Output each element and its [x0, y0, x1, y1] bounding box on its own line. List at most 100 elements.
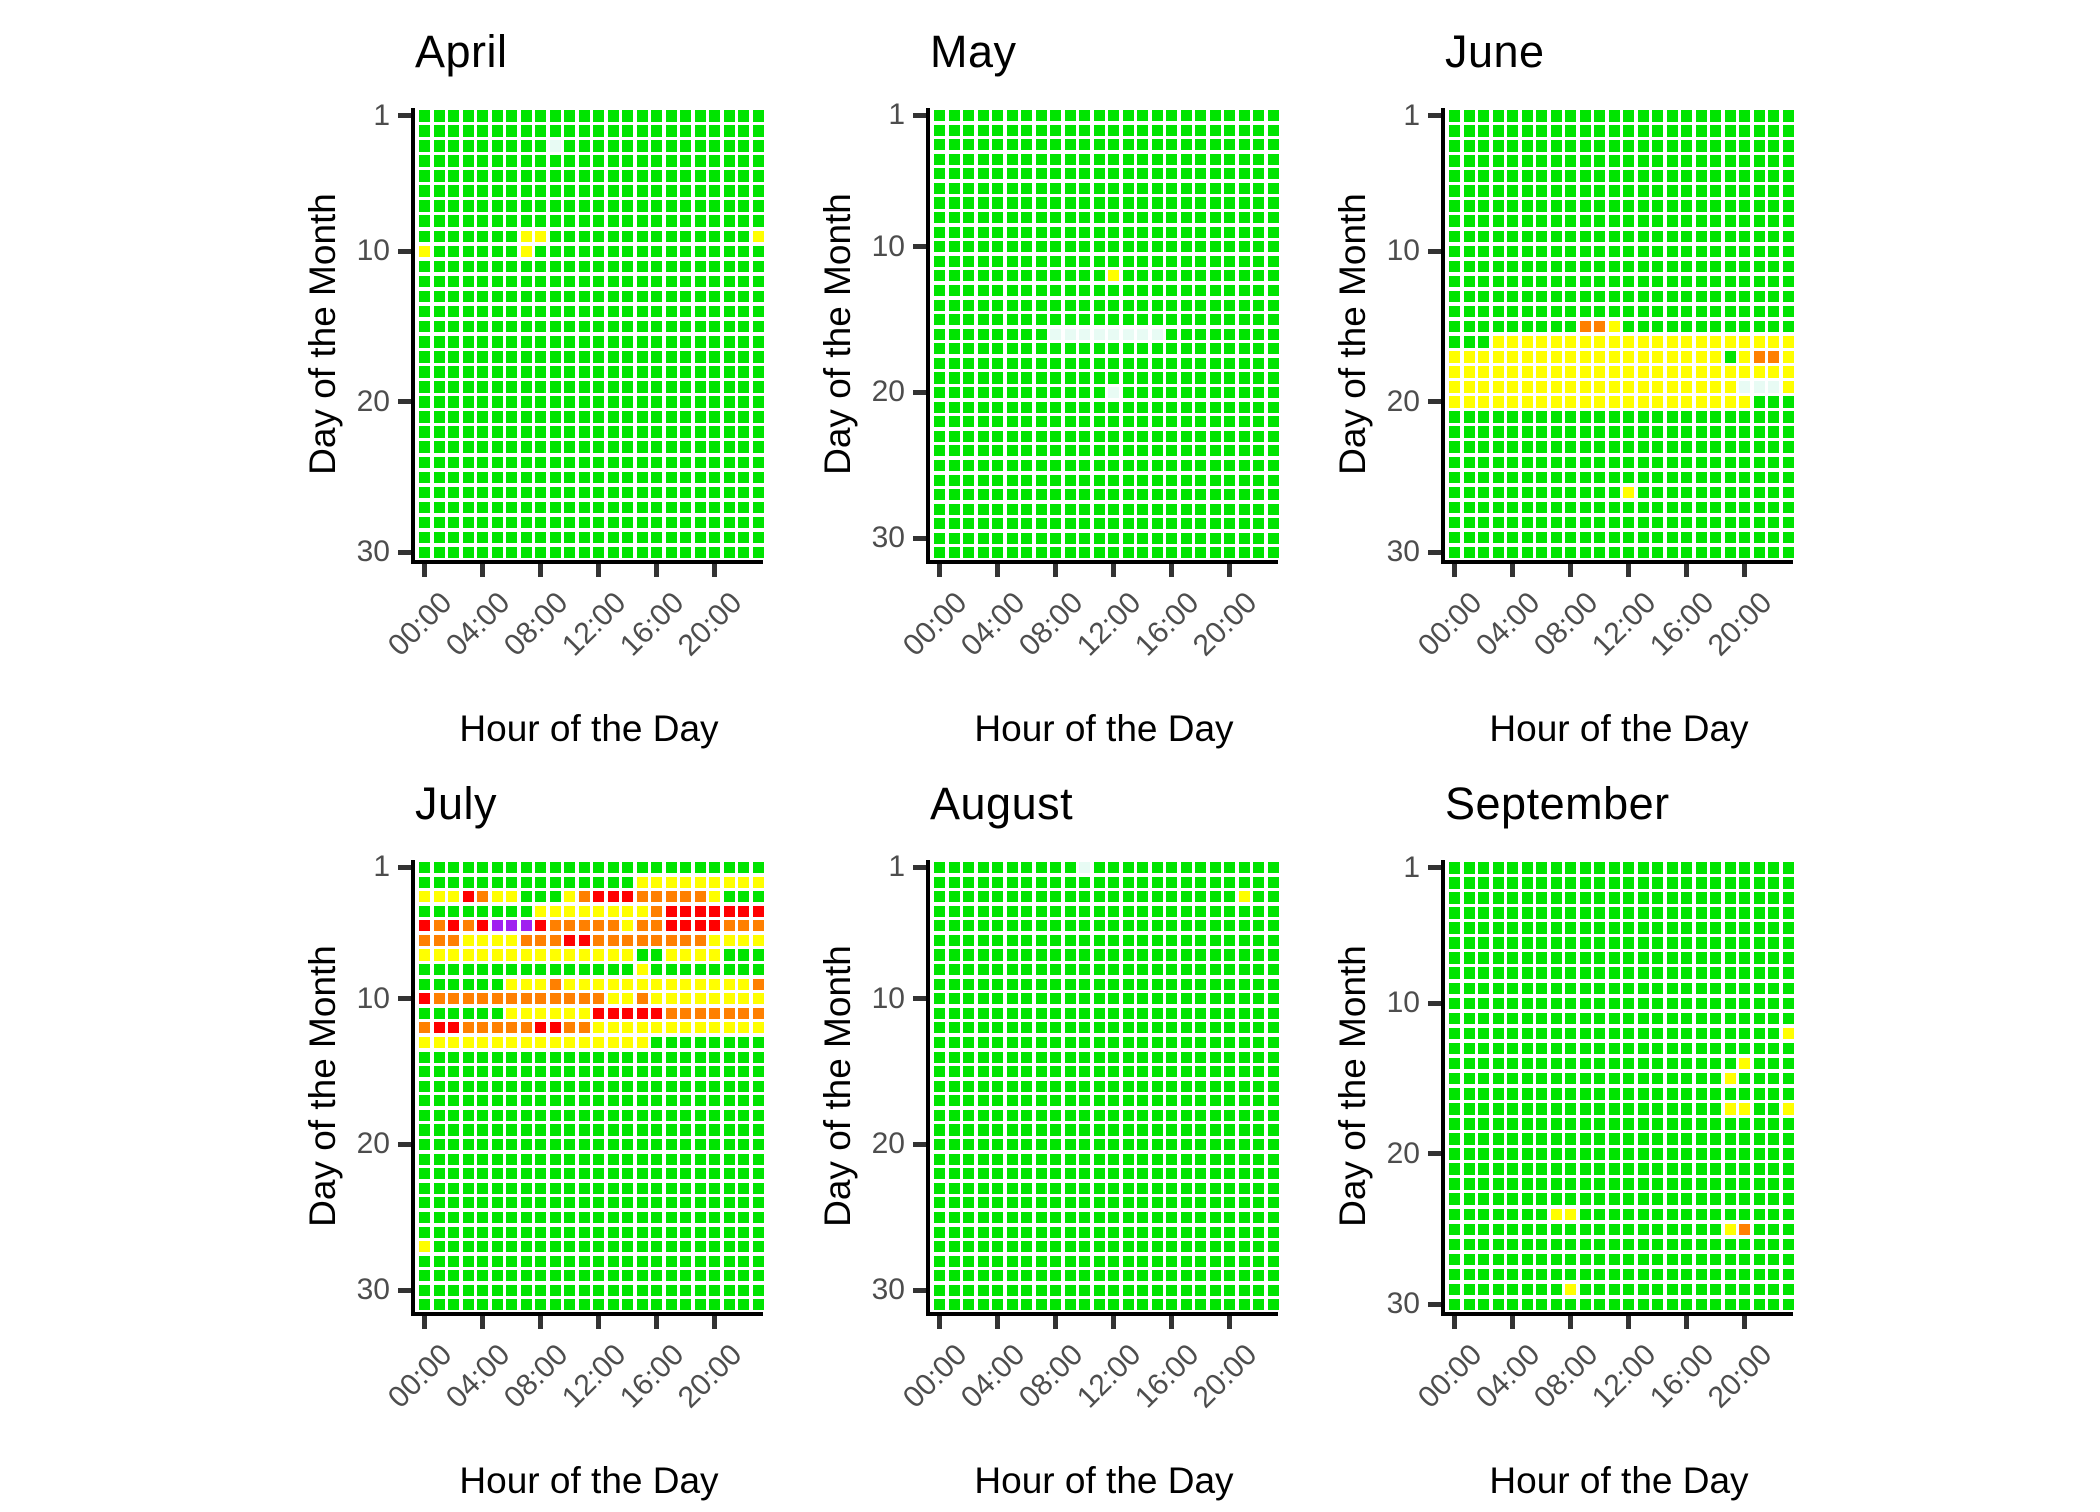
heatmap-cell — [593, 140, 604, 152]
heatmap-cell — [1579, 471, 1591, 484]
heatmap-cell — [1724, 1103, 1736, 1115]
heatmap-cell — [535, 1153, 546, 1165]
panel-title: April — [415, 26, 508, 77]
heatmap-cell — [477, 1095, 488, 1107]
heatmap-cell — [1209, 168, 1221, 180]
heatmap-cell — [977, 459, 989, 471]
heatmap-cell — [1623, 892, 1634, 904]
heatmap-cell — [1195, 124, 1206, 136]
heatmap-cell — [1035, 343, 1047, 355]
heatmap-cell — [1666, 290, 1678, 303]
heatmap-cell — [1180, 168, 1192, 180]
heatmap-cell — [477, 366, 488, 378]
heatmap-cell — [1521, 230, 1533, 243]
heatmap-cell — [1166, 212, 1177, 224]
heatmap-cell — [723, 441, 735, 454]
heatmap-cell — [1507, 1042, 1518, 1055]
heatmap-cell — [491, 245, 503, 258]
heatmap-cell — [1652, 1148, 1663, 1160]
heatmap-cell — [1652, 1283, 1663, 1296]
heatmap-cell — [977, 1109, 989, 1121]
heatmap-cell — [520, 1255, 532, 1267]
heatmap-cell — [433, 351, 445, 363]
heatmap-cell — [665, 949, 677, 961]
heatmap-cell — [1753, 396, 1765, 408]
heatmap-cell — [564, 456, 575, 469]
heatmap-cell — [578, 140, 590, 152]
heatmap-cell — [948, 241, 960, 253]
heatmap-cell — [738, 1051, 749, 1063]
heatmap-cell — [665, 155, 677, 167]
heatmap-cell — [963, 1051, 974, 1063]
heatmap-cell — [738, 1299, 749, 1311]
heatmap-cell — [1782, 1133, 1794, 1145]
heatmap-cell — [1093, 459, 1105, 471]
heatmap-cell — [1608, 170, 1620, 182]
heatmap-cell — [1224, 489, 1235, 501]
heatmap-cell — [709, 862, 720, 874]
heatmap-cell — [506, 200, 517, 212]
heatmap-cell — [477, 140, 488, 152]
heatmap-cell — [1695, 967, 1707, 980]
heatmap-cell — [1180, 1197, 1192, 1209]
heatmap-cell — [1507, 1268, 1518, 1281]
heatmap-cell — [1079, 1139, 1090, 1151]
heatmap-cell — [752, 320, 764, 333]
heatmap-cell — [1137, 1051, 1148, 1063]
heatmap-cell — [651, 501, 662, 514]
heatmap-cell — [1724, 892, 1736, 904]
heatmap-cell — [1093, 343, 1105, 355]
heatmap-cell — [1637, 922, 1649, 934]
heatmap-cell — [477, 471, 488, 484]
heatmap-cell — [1492, 1012, 1504, 1025]
heatmap-cell — [948, 168, 960, 180]
heatmap-cell — [578, 531, 590, 544]
heatmap-cell — [477, 1168, 488, 1180]
heatmap-cell — [1739, 471, 1750, 484]
heatmap-cell — [665, 486, 677, 499]
heatmap-cell — [1536, 200, 1547, 212]
heatmap-cell — [1652, 1208, 1663, 1221]
heatmap-cell — [1195, 489, 1206, 501]
heatmap-cell — [564, 305, 575, 318]
heatmap-cell — [1093, 226, 1105, 238]
heatmap-cell — [607, 920, 619, 932]
heatmap-cell — [992, 1299, 1003, 1311]
heatmap-cell — [1594, 952, 1605, 964]
heatmap-cell — [1536, 1072, 1547, 1085]
heatmap-cell — [1035, 503, 1047, 515]
heatmap-cell — [1666, 336, 1678, 348]
heatmap-cell — [1666, 215, 1678, 228]
heatmap-cell — [1079, 328, 1090, 340]
heatmap-cell — [1594, 1223, 1605, 1236]
heatmap-cell — [462, 441, 474, 454]
heatmap-cell — [1021, 532, 1032, 544]
heatmap-cell — [462, 381, 474, 393]
heatmap-cell — [1122, 1007, 1134, 1019]
heatmap-cell — [948, 1124, 960, 1136]
heatmap-cell — [1579, 200, 1591, 212]
heatmap-cell — [1224, 270, 1235, 282]
heatmap-cell — [1652, 967, 1663, 980]
heatmap-cell — [564, 1182, 575, 1194]
heatmap-cell — [723, 516, 735, 529]
heatmap-cell — [934, 1241, 945, 1253]
heatmap-cell — [1550, 516, 1562, 529]
heatmap-cell — [1180, 357, 1192, 369]
heatmap-cell — [1449, 1042, 1460, 1055]
heatmap-cell — [948, 1211, 960, 1223]
heatmap-cell — [948, 357, 960, 369]
heatmap-cell — [1006, 1036, 1018, 1049]
heatmap-cell — [680, 978, 691, 990]
heatmap-cell — [738, 320, 749, 333]
heatmap-cell — [1782, 1088, 1794, 1100]
heatmap-cell — [1108, 226, 1119, 238]
heatmap-cell — [433, 1139, 445, 1151]
heatmap-cell — [1768, 952, 1779, 964]
heatmap-cell — [419, 351, 430, 363]
heatmap-cell — [1238, 503, 1250, 515]
heatmap-cell — [520, 978, 532, 990]
heatmap-cell — [752, 426, 764, 438]
heatmap-cell — [1652, 1238, 1663, 1251]
heatmap-cell — [636, 1007, 648, 1019]
